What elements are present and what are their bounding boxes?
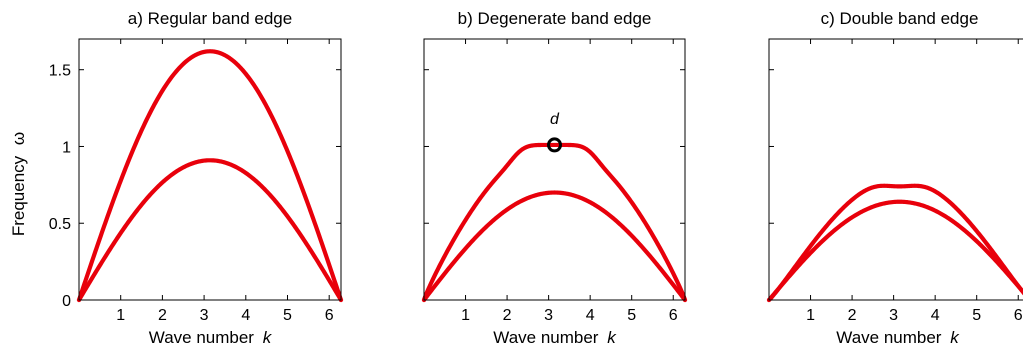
x-tick-label: 2 [158,307,167,324]
degenerate-point-marker [547,137,562,153]
x-tick-label: 3 [200,307,209,324]
series-line-2 [76,158,344,303]
y-axis-label-symbol: ω [9,132,28,145]
plot-frame [78,38,342,301]
series-group [421,142,688,303]
x-axis-label: Wave number k [149,328,273,347]
series-group [76,49,344,303]
panel-double-band-edge: c) Double band edge 1 2 3 4 5 6 Wave number k [766,9,1023,347]
series-line-2 [766,199,1023,303]
plot-frame [423,38,686,301]
series-line-1 [421,142,688,303]
x-axis-label-text: Wave number [493,328,603,347]
x-tick-label: 1 [116,307,125,324]
x-tick-label: 1 [806,307,815,324]
x-tick-label: 4 [586,307,595,324]
x-tick-label: 2 [848,307,857,324]
y-tick-label: 0 [62,293,71,310]
annotation-label: d [550,111,560,128]
y-tick-label: 0.5 [49,216,71,233]
x-tick-label: 6 [1014,307,1023,324]
x-tick-label: 5 [627,307,636,324]
x-tick-label: 1 [461,307,470,324]
x-tick-label: 4 [931,307,940,324]
y-tick-label: 1 [62,139,71,156]
plot-frame [768,38,1023,301]
x-axis-label: Wave number k [493,328,617,347]
series-group [766,183,1023,303]
panel-regular-band-edge: a) Regular band edge 1 2 3 4 5 6 0 0.5 1 1.5 Wave n… [49,9,344,347]
x-tick-label: 2 [503,307,512,324]
x-tick-label: 6 [669,307,678,324]
x-axis-label-symbol: k [607,328,617,347]
panel-degenerate-band-edge: b) Degenerate band edge 1 2 3 4 5 6 Wave number… [421,9,688,347]
x-axis-label-symbol: k [950,328,960,347]
series-line-1 [766,183,1023,303]
x-axis-label-text: Wave number [836,328,946,347]
x-tick-label: 6 [325,307,334,324]
y-tick-label: 1.5 [49,63,71,80]
series-line-1 [76,49,344,303]
panel-title: c) Double band edge [821,9,979,28]
y-axis-label: Frequency ω [9,132,28,236]
panel-title: b) Degenerate band edge [458,9,652,28]
x-axis-label-symbol: k [263,328,273,347]
x-tick-label: 3 [889,307,898,324]
x-axis-label: Wave number k [836,328,960,347]
series-line-2 [421,190,688,303]
x-tick-label: 5 [283,307,292,324]
y-axis-label-text: Frequency [9,155,28,236]
panel-title: a) Regular band edge [128,9,292,28]
x-tick-label: 3 [544,307,553,324]
x-tick-label: 4 [241,307,250,324]
x-tick-label: 5 [972,307,981,324]
x-axis-label-text: Wave number [149,328,259,347]
